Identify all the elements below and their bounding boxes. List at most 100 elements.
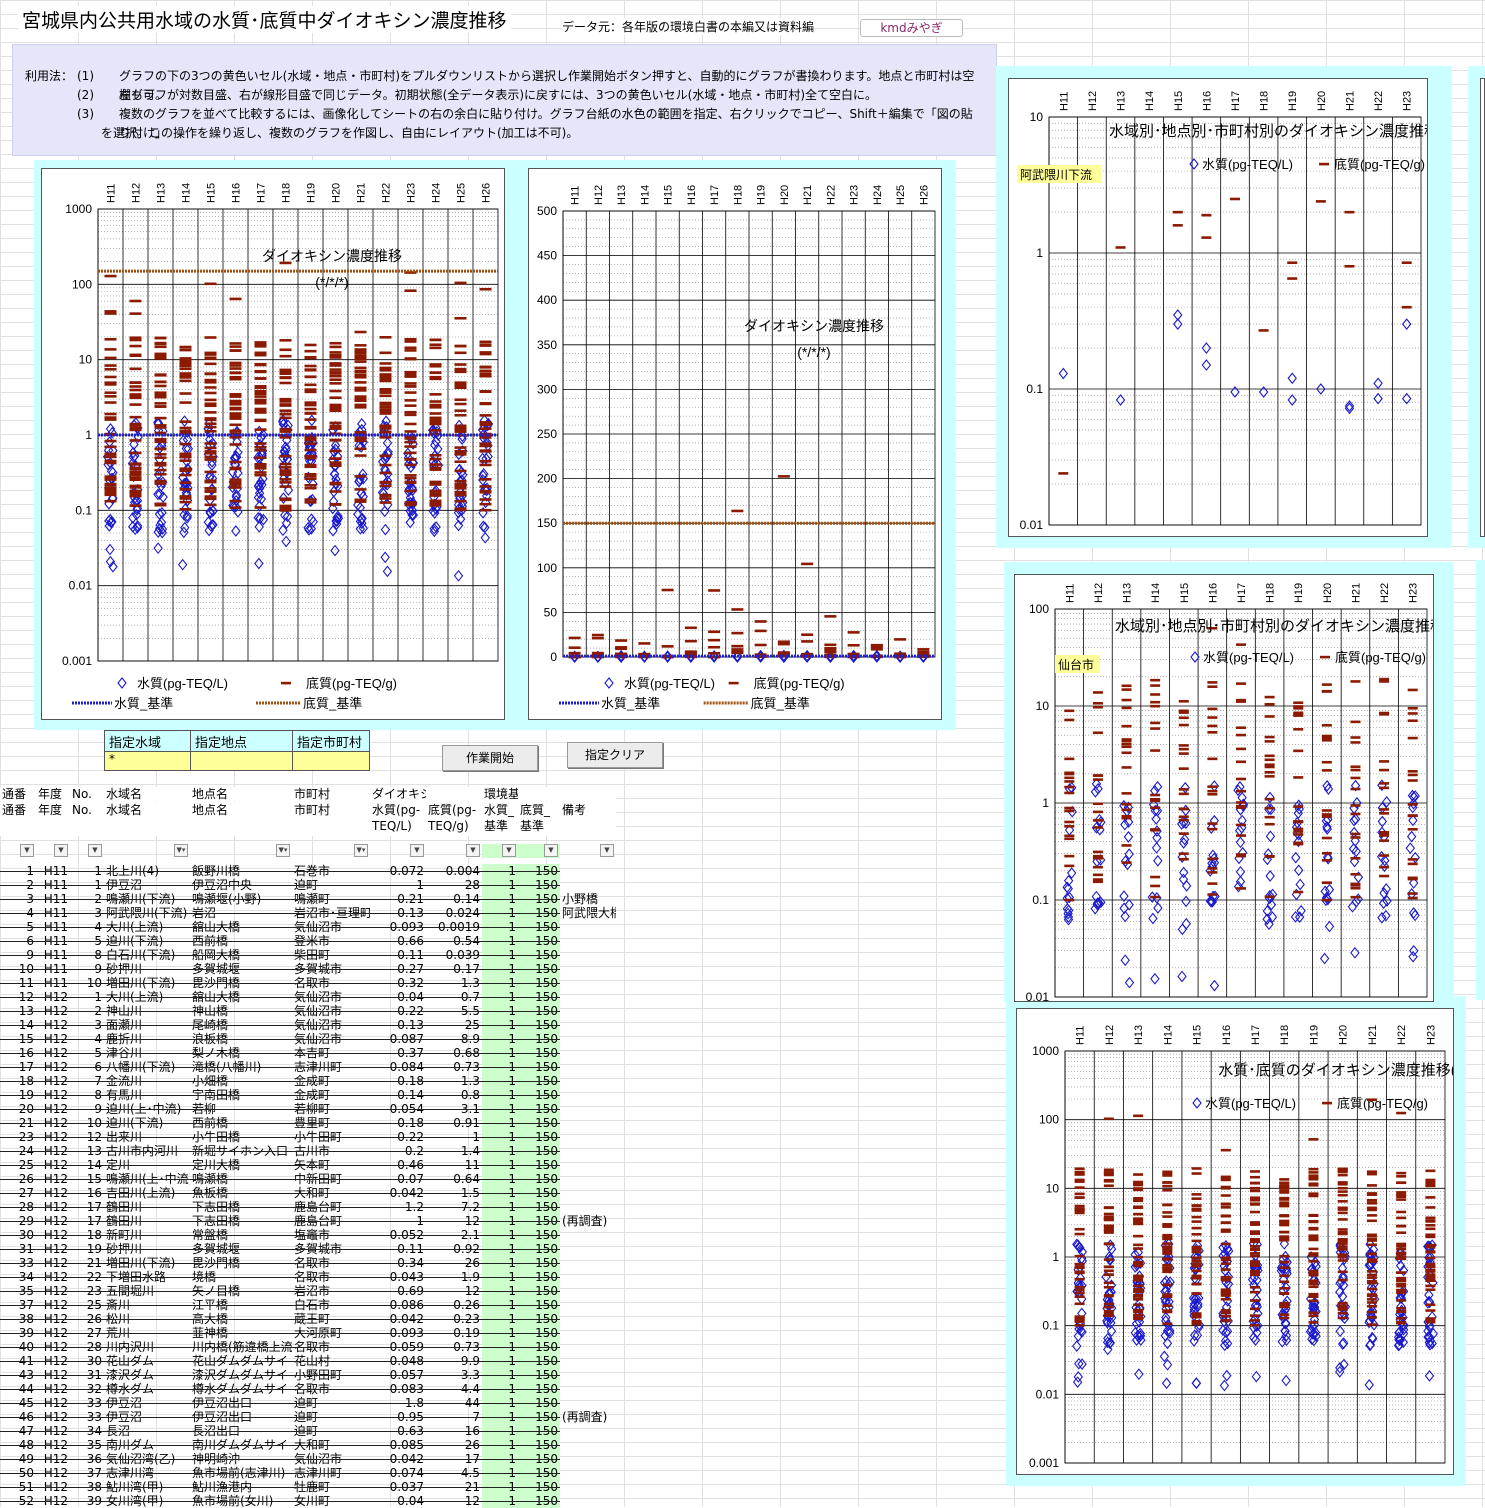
table-cell[interactable] <box>560 962 616 976</box>
table-cell[interactable] <box>560 1046 616 1060</box>
table-cell[interactable]: 底質(pg-TEQ/g) <box>426 802 482 836</box>
table-cell[interactable] <box>560 1424 616 1438</box>
table-cell[interactable] <box>560 1018 616 1032</box>
table-cell[interactable] <box>560 1284 616 1298</box>
table-cell[interactable] <box>560 934 616 948</box>
table-row[interactable]: 26 H12 15 鳴瀬川(上･中流) 鳴瀬橋 中新田町 0.07 0.64 1 150 <box>0 1172 620 1186</box>
table-cell[interactable]: 小野橋 <box>562 892 599 906</box>
table-cell[interactable] <box>560 1172 616 1186</box>
table-row[interactable]: 1 H11 1 北上川(4) 飯野川橋 石巻市 0.072 0.004 1 150 <box>0 864 620 878</box>
table-row[interactable]: 38 H12 26 松川 高大橋 蔵王町 0.042 0.23 1 150 <box>0 1312 620 1326</box>
table-row[interactable]: 13 H12 2 神山川 神山橋 気仙沼市 0.22 5.5 1 150 <box>0 1004 620 1018</box>
table-row[interactable]: 18 H12 7 金流川 小畑橋 金成町 0.18 1.3 1 150 <box>0 1074 620 1088</box>
table-cell[interactable] <box>560 1102 616 1116</box>
table-row[interactable]: 16 H12 5 津谷川 梨ノ木橋 本吉町 0.37 0.68 1 150 <box>0 1046 620 1060</box>
table-cell[interactable] <box>560 1354 616 1368</box>
table-cell[interactable] <box>560 1368 616 1382</box>
table-cell[interactable] <box>560 864 616 878</box>
point-select[interactable] <box>190 751 293 771</box>
table-row[interactable]: 48 H12 35 南川ダム 南川ダムダムサイト 大和町 0.085 26 1 150 <box>0 1438 620 1452</box>
abukuma-chart[interactable]: 10 1 0.1 0.01 H11 H12 H13 H14 H15 H16 H17 H18 H19 H20… <box>1008 78 1428 537</box>
table-cell[interactable]: 市町村 <box>292 787 370 801</box>
table-cell[interactable] <box>560 1466 616 1480</box>
sendai-chart[interactable]: 100 10 1 0.1 0.01 H11 H12 H13 H14 H15 H16 H17 H18 H19… <box>1014 574 1434 1002</box>
table-cell[interactable] <box>518 787 560 801</box>
table-row[interactable]: 11 H11 10 増田川(下流) 毘沙門橋 名取市 0.32 1.3 1 150 <box>0 976 620 990</box>
table-row[interactable]: 46 H12 33 伊豆沼 伊豆沼出口 迫町 0.95 7 1 150 (再調査) <box>0 1410 620 1424</box>
table-cell[interactable] <box>560 787 616 801</box>
table-cell[interactable]: 地点名 <box>190 787 292 801</box>
table-row[interactable]: 49 H12 36 気仙沼湾(乙) 神明崎沖 気仙沼市 0.042 17 1 150 <box>0 1452 620 1466</box>
table-cell[interactable]: 地点名 <box>190 802 292 836</box>
table-row[interactable]: 6 H11 5 迫川(下流) 西前橋 登米市 0.66 0.54 1 150 <box>0 934 620 948</box>
filter-dropdown-icon[interactable]: ▼ <box>466 844 480 857</box>
table-cell[interactable] <box>426 787 482 801</box>
table-row[interactable]: 35 H12 23 五間堀川 矢ノ目橋 岩沼市 0.69 12 1 150 <box>0 1284 620 1298</box>
table-row[interactable]: 23 H12 12 出来川 小牛田橋 小牛田町 0.22 1 1 150 <box>0 1130 620 1144</box>
table-cell[interactable]: 市町村 <box>292 802 370 836</box>
city-select[interactable] <box>292 751 370 771</box>
table-row[interactable]: 20 H12 9 迫川(上･中流) 若柳 若柳町 0.054 3.1 1 150 <box>0 1102 620 1116</box>
table-row[interactable]: 31 H12 19 砂押川 多賀城堰 多賀城市 0.11 0.92 1 150 <box>0 1242 620 1256</box>
table-row[interactable]: 52 H12 39 女川湾(甲) 魚市場前(女川) 女川町 0.04 12 1 150 <box>0 1494 620 1508</box>
table-row[interactable]: 47 H12 34 長沼 長沼出口 迫町 0.63 16 1 150 <box>0 1424 620 1438</box>
start-button[interactable]: 作業開始 <box>442 745 538 771</box>
table-row[interactable]: 30 H12 18 新町川 常盤橋 塩竈市 0.052 2.1 1 150 <box>0 1228 620 1242</box>
table-cell[interactable] <box>560 1480 616 1494</box>
table-row[interactable]: 5 H11 4 大川(上流) 舘山大橋 気仙沼市 0.093 0.0019 1 150 <box>0 920 620 934</box>
table-cell[interactable]: 水域名 <box>104 802 190 836</box>
table-cell[interactable] <box>560 1130 616 1144</box>
table-cell[interactable]: No. <box>70 802 104 836</box>
table-row[interactable]: 12 H12 1 大川(上流) 舘山大橋 気仙沼市 0.04 0.7 1 150 <box>0 990 620 1004</box>
table-row[interactable]: 51 H12 38 鮎川湾(甲) 鮎川漁港内 牡鹿町 0.037 21 1 150 <box>0 1480 620 1494</box>
table-cell[interactable] <box>560 1242 616 1256</box>
filter-dropdown-icon[interactable]: ▼▾ <box>174 844 188 857</box>
table-cell[interactable] <box>560 878 616 892</box>
filter-dropdown-icon[interactable]: ▼ <box>20 844 34 857</box>
table-row[interactable]: 25 H12 14 定川 定川大橋 矢本町 0.46 11 1 150 <box>0 1158 620 1172</box>
table-row[interactable]: 3 H11 2 鳴瀬川(下流) 鳴瀬堰(小野) 鳴瀬町 0.21 0.14 1 150 小野橋 <box>0 892 620 906</box>
table-cell[interactable] <box>560 1088 616 1102</box>
table-cell[interactable]: 水質(pg-TEQ/L) <box>370 802 426 836</box>
table-cell[interactable] <box>560 1312 616 1326</box>
filter-dropdown-icon[interactable]: ▼ <box>54 844 68 857</box>
table-cell[interactable] <box>560 1060 616 1074</box>
table-cell[interactable] <box>560 1200 616 1214</box>
table-cell[interactable] <box>560 1158 616 1172</box>
table-cell[interactable]: 水質_基準 <box>482 802 518 836</box>
table-row[interactable]: 33 H12 21 増田川(下流) 毘沙門橋 名取市 0.34 26 1 150 <box>0 1256 620 1270</box>
log-chart[interactable]: 1000 100 10 1 0.1 0.01 0.001 H11 H12 H13 H14 H15 H16… <box>41 168 505 720</box>
table-cell[interactable] <box>560 990 616 1004</box>
filter-dropdown-icon[interactable]: ▼ <box>544 844 558 857</box>
table-row[interactable]: 39 H12 27 荒川 韮神橋 大河原町 0.093 0.19 1 150 <box>0 1326 620 1340</box>
all-samples-chart[interactable]: 1000 100 10 1 0.1 0.01 0.001 H11 H12 H13 H14 H15 H16… <box>1016 1008 1454 1475</box>
filter-dropdown-icon[interactable]: ▼▾ <box>276 844 290 857</box>
table-row[interactable]: 27 H12 16 吉田川(上流) 魚板橋 大和町 0.042 1.5 1 150 <box>0 1186 620 1200</box>
table-row[interactable]: 24 H12 13 古川市内河川 新堀サイホン入口 古川市 0.2 1.4 1 150 <box>0 1144 620 1158</box>
table-cell[interactable]: 環境基準 <box>482 787 518 801</box>
table-row[interactable]: 37 H12 25 斎川 江平橋 白石市 0.086 0.26 1 150 <box>0 1298 620 1312</box>
table-cell[interactable]: 水域名 <box>104 787 190 801</box>
table-cell[interactable] <box>560 976 616 990</box>
table-cell[interactable]: 阿武隈大橋 <box>562 906 616 920</box>
table-row[interactable]: 21 H12 10 迫川(下流) 西前橋 豊里町 0.18 0.91 1 150 <box>0 1116 620 1130</box>
clear-button[interactable]: 指定クリア <box>567 742 663 768</box>
table-row[interactable]: 14 H12 3 面瀬川 尾崎橋 気仙沼市 0.13 25 1 150 <box>0 1018 620 1032</box>
table-row[interactable]: 41 H12 30 花山ダム 花山ダムダムサイト 花山村 0.048 9.9 1 150 <box>0 1354 620 1368</box>
table-row[interactable]: 2 H11 1 伊豆沼 伊豆沼中央 迫町 1 28 1 150 <box>0 878 620 892</box>
table-cell[interactable] <box>560 948 616 962</box>
table-row[interactable]: 17 H12 6 八幡川(下流) 滝橋(八幡川) 志津川町 0.084 0.73 1 150 <box>0 1060 620 1074</box>
table-row[interactable]: 9 H11 8 白石川(下流) 船岡大橋 柴田町 0.11 0.039 1 150 <box>0 948 620 962</box>
table-cell[interactable] <box>560 1074 616 1088</box>
table-cell[interactable]: 年度 <box>36 787 70 801</box>
filter-dropdown-icon[interactable]: ▼ <box>88 844 102 857</box>
table-row[interactable]: 50 H12 37 志津川湾 魚市場前(志津川) 志津川町 0.074 4.5 1 150 <box>0 1466 620 1480</box>
table-cell[interactable] <box>560 1004 616 1018</box>
table-cell[interactable]: 通番 <box>0 787 36 801</box>
table-cell[interactable]: 底質_基準 <box>518 802 560 836</box>
table-row[interactable]: 45 H12 33 伊豆沼 伊豆沼出口 迫町 1.8 44 1 150 <box>0 1396 620 1410</box>
table-header-row[interactable]: 通番 年度 No. 水域名 地点名 市町村 水質(pg-TEQ/L) 底質(pg-TEQ/g)… <box>0 802 620 836</box>
table-cell[interactable] <box>560 1396 616 1410</box>
